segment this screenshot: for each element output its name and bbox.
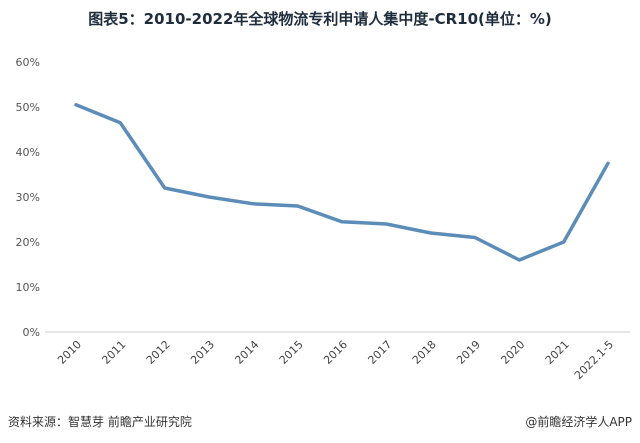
chart-title: 图表5：2010-2022年全球物流专利申请人集中度-CR10(单位：%) [88,10,552,28]
x-tick-label: 2021 [543,338,572,367]
source-note: 资料来源：智慧芽 前瞻产业研究院 [8,415,192,429]
y-tick-label: 0% [23,326,40,339]
x-tick-label: 2010 [55,338,84,367]
y-tick-label: 30% [16,191,40,204]
y-axis: 0% 10% 20% 30% 40% 50% 60% [16,56,40,339]
x-tick-label: 2012 [144,338,173,367]
x-tick-label: 2019 [454,338,483,367]
x-tick-label: 2011 [99,338,128,367]
y-tick-label: 20% [16,236,40,249]
y-tick-label: 60% [16,56,40,69]
brand-credit: @前瞻经济学人APP [525,415,632,429]
x-tick-label: 2018 [410,338,439,367]
series-line [74,103,610,262]
y-tick-label: 10% [16,281,40,294]
x-tick-label: 2017 [365,338,394,367]
x-tick-label: 2022.1-5 [572,338,616,382]
x-tick-label: 2015 [277,338,306,367]
x-tick-label: 2016 [321,338,350,367]
x-axis: 2010 2011 2012 2013 2014 2015 2016 2017 2018 2019… [55,338,616,382]
y-tick-label: 40% [16,146,40,159]
x-tick-label: 2020 [498,338,527,367]
y-tick-label: 50% [16,101,40,114]
x-tick-label: 2014 [232,338,261,367]
x-tick-label: 2013 [188,338,217,367]
